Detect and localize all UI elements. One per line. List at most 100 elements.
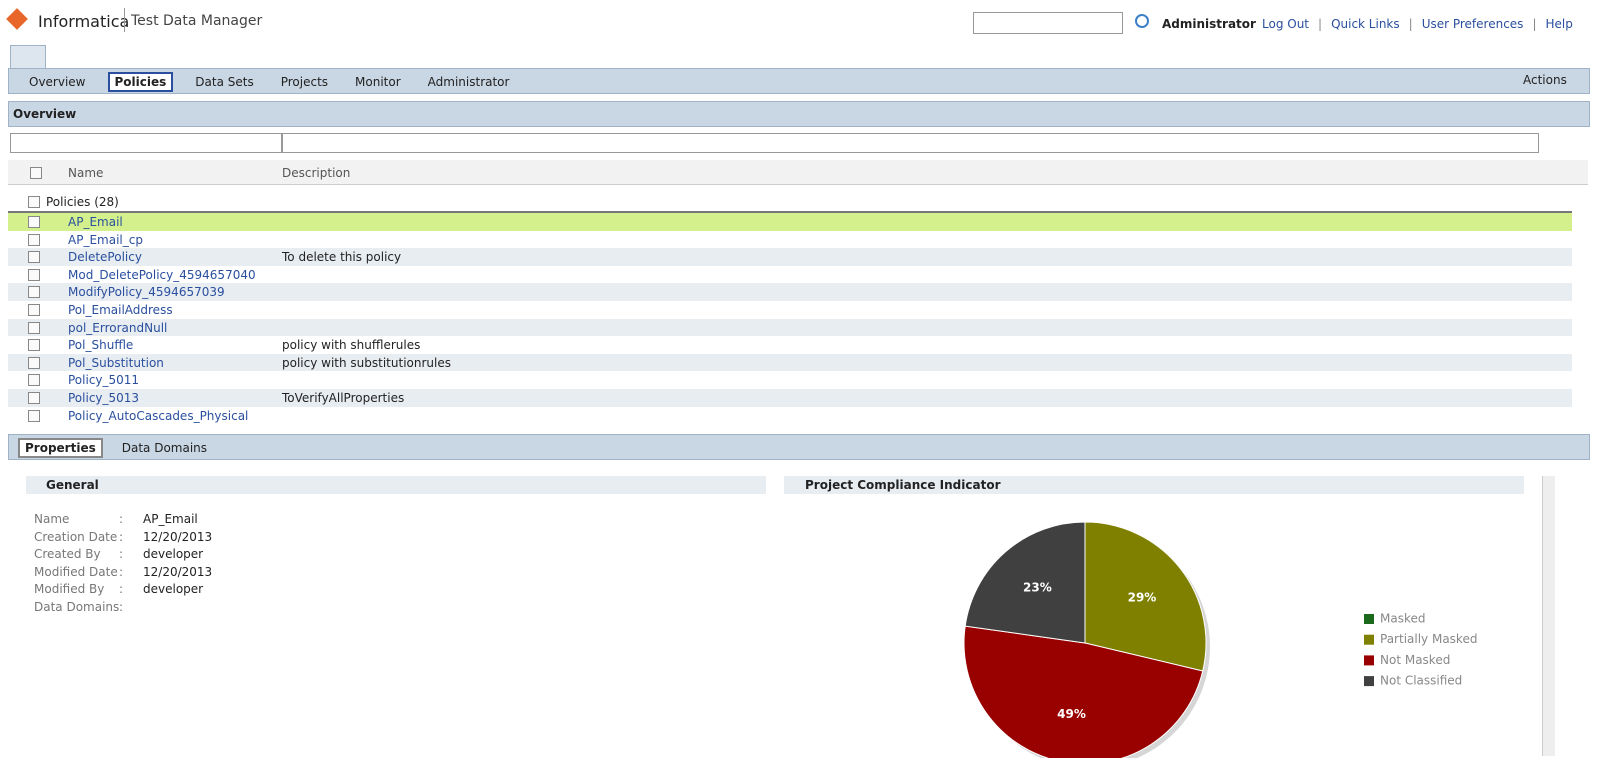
nav-tab[interactable]: Data Sets xyxy=(195,75,254,89)
legend-label[interactable]: Not Classified xyxy=(1380,674,1462,688)
field-label: Name xyxy=(34,512,70,526)
policy-name[interactable]: Policy_AutoCascades_Physical xyxy=(68,408,249,423)
group-label: Policies (28) xyxy=(46,195,119,209)
slice-label: 49% xyxy=(1057,707,1086,721)
legend-swatch xyxy=(1364,614,1374,624)
select-all[interactable] xyxy=(30,167,42,179)
link-separator: | xyxy=(1318,17,1323,31)
actions-menu[interactable]: Actions xyxy=(1523,73,1567,87)
legend-label[interactable]: Not Masked xyxy=(1380,653,1450,667)
filter-description[interactable] xyxy=(282,133,1539,153)
chart-title: Project Compliance Indicator xyxy=(805,478,1001,492)
row: AP_Email_cp xyxy=(8,230,1572,249)
policy-name[interactable]: Policy_5011 xyxy=(68,373,140,388)
policy-name[interactable]: Policy_5013 xyxy=(68,390,140,405)
policy-name[interactable]: Pol_EmailAddress xyxy=(68,302,173,317)
field-value: developer xyxy=(143,547,204,562)
row-checkbox[interactable] xyxy=(28,321,40,334)
policy-description: policy with substitutionrules xyxy=(282,355,451,370)
details-bar xyxy=(8,434,1590,460)
nav-tab[interactable]: Projects xyxy=(280,75,329,89)
overview-bar xyxy=(8,101,1590,127)
row-checkbox[interactable] xyxy=(28,409,40,422)
overview-title: Overview xyxy=(13,107,77,121)
header-link[interactable]: Help xyxy=(1545,17,1573,31)
policy-name[interactable]: Pol_Shuffle xyxy=(68,338,134,353)
general-bar xyxy=(26,476,766,494)
scrollbar xyxy=(1542,476,1555,756)
row-checkbox[interactable] xyxy=(28,286,40,299)
row-checkbox[interactable] xyxy=(28,216,40,228)
chart: 29% 49% 23% Masked Partially Masked Not Maske… xyxy=(963,521,1477,758)
field-value: developer xyxy=(143,582,204,597)
row-checkbox[interactable] xyxy=(28,391,40,404)
field-colon: : xyxy=(119,564,124,579)
pie-slice[interactable] xyxy=(1084,521,1207,672)
column-description: Description xyxy=(282,166,351,180)
row-checkbox[interactable] xyxy=(28,339,40,352)
detail-tab[interactable]: Properties xyxy=(18,438,103,458)
field-value: 12/20/2013 xyxy=(143,564,213,579)
general-title: General xyxy=(46,478,99,492)
nav-tabs: Overview Policies Data Sets Projects Monitor… xyxy=(24,72,531,92)
header-link[interactable]: Log Out xyxy=(1262,17,1310,31)
pie-slice[interactable] xyxy=(964,521,1086,644)
logo-icon xyxy=(6,8,28,30)
pie-slice[interactable] xyxy=(963,625,1204,758)
search-box[interactable] xyxy=(973,12,1123,34)
legend-swatch xyxy=(1364,634,1374,645)
policy-name[interactable]: ModifyPolicy_4594657039 xyxy=(68,285,225,300)
policy-name[interactable]: AP_Email_cp xyxy=(68,232,143,247)
header-link[interactable]: User Preferences xyxy=(1421,17,1524,31)
field-colon: : xyxy=(119,599,124,614)
legend-swatch xyxy=(1364,655,1374,666)
legend-label[interactable]: Partially Masked xyxy=(1380,632,1477,646)
row: Pol_Shuffle policy with shufflerules xyxy=(8,336,1572,354)
nav-tab[interactable]: Monitor xyxy=(355,75,401,89)
home-tab[interactable] xyxy=(10,45,46,70)
group-checkbox[interactable] xyxy=(28,196,40,208)
divider xyxy=(124,8,125,32)
legend-swatch xyxy=(1364,676,1374,687)
header-link[interactable]: Quick Links xyxy=(1331,17,1400,31)
nav-tab[interactable]: Overview xyxy=(29,75,86,89)
policy-description: ToVerifyAllProperties xyxy=(282,390,405,405)
policy-name[interactable]: Mod_DeletePolicy_4594657040 xyxy=(68,267,256,282)
policy-name[interactable]: Pol_Substitution xyxy=(68,355,164,370)
policy-description: policy with shufflerules xyxy=(282,338,421,353)
row: Policy_5011 xyxy=(8,371,1572,389)
field-colon: : xyxy=(119,582,124,597)
link-separator: | xyxy=(1532,17,1537,31)
nav-tab[interactable]: Administrator xyxy=(427,75,510,89)
row-checkbox[interactable] xyxy=(28,356,40,369)
nav-bar xyxy=(8,68,1590,94)
slice-label: 29% xyxy=(1128,590,1157,604)
field-value: 12/20/2013 xyxy=(143,529,213,544)
legend-label[interactable]: Masked xyxy=(1380,612,1425,626)
chart-bar xyxy=(784,476,1524,494)
row-checkbox[interactable] xyxy=(28,251,40,264)
search-icon[interactable] xyxy=(1135,14,1149,28)
row-checkbox[interactable] xyxy=(28,268,40,281)
row-checkbox[interactable] xyxy=(28,303,40,316)
row: ModifyPolicy_4594657039 xyxy=(8,283,1572,301)
field-label: Modified Date xyxy=(34,564,118,579)
field-label: Modified By xyxy=(34,582,105,597)
detail-tab[interactable]: Data Domains xyxy=(121,441,208,455)
details-tabs: Properties Data Domains xyxy=(18,438,226,458)
user: Administrator xyxy=(1162,17,1256,31)
row-checkbox[interactable] xyxy=(28,374,40,387)
policy-name[interactable]: DeletePolicy xyxy=(68,250,142,265)
row-checkbox[interactable] xyxy=(28,233,40,246)
filter-name[interactable] xyxy=(10,133,282,153)
link-separator: | xyxy=(1408,17,1413,31)
row: DeletePolicy To delete this policy xyxy=(8,248,1572,266)
policy-name[interactable]: pol_ErrorandNull xyxy=(68,320,168,335)
policy-name[interactable]: AP_Email xyxy=(68,215,123,229)
slice-label: 23% xyxy=(1023,581,1052,595)
brand: Informatica xyxy=(38,12,130,31)
field-label: Data Domains xyxy=(34,599,120,614)
row: Pol_Substitution policy with substitution… xyxy=(8,353,1572,372)
row: Policy_5013 ToVerifyAllProperties xyxy=(8,388,1572,407)
nav-tab[interactable]: Policies xyxy=(107,72,174,92)
